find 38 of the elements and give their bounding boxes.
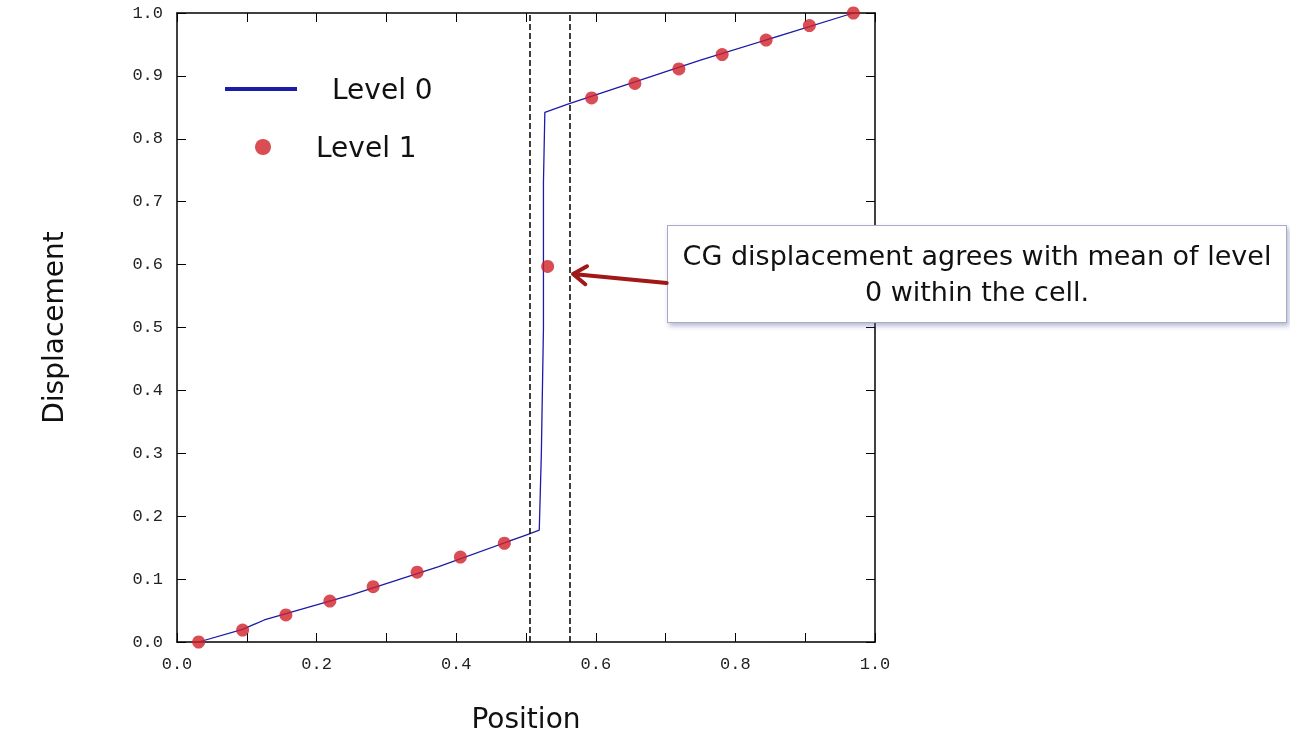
point — [672, 62, 686, 76]
y-tick-label: 0.2 — [132, 506, 163, 526]
point — [846, 6, 860, 20]
x-tick-label: 0.8 — [720, 655, 751, 674]
point — [366, 580, 380, 594]
y-tick-label: 0.7 — [132, 192, 163, 212]
annotation: CG displacement agrees with mean of level 0 within the cell. — [667, 225, 1287, 323]
legend-label: Level 0 — [332, 72, 433, 106]
x-tick-label: 0.0 — [161, 655, 193, 674]
point — [541, 259, 555, 273]
point — [236, 623, 250, 637]
point — [410, 565, 424, 579]
x-tick-label: 1.0 — [859, 655, 891, 674]
point — [192, 635, 206, 649]
y-tick-label: 1.0 — [132, 3, 163, 23]
x-axis-title: Position — [471, 701, 581, 735]
y-tick-label: 0.4 — [132, 380, 163, 400]
y-tick-label: 0.6 — [132, 255, 163, 275]
x-tick-label: 0.2 — [301, 655, 332, 674]
y-axis-title: Displacement — [36, 231, 70, 424]
point — [497, 536, 511, 550]
point — [453, 550, 467, 564]
x-tick-label: 0.6 — [580, 655, 612, 674]
y-tick-label: 0.1 — [132, 569, 163, 589]
legend-label: Level 1 — [316, 130, 417, 164]
point — [759, 33, 773, 47]
point — [323, 594, 337, 608]
point — [628, 76, 642, 90]
point — [585, 91, 599, 105]
y-tick-label: 0.5 — [132, 318, 163, 337]
point — [715, 48, 729, 62]
y-tick-label: 0.9 — [132, 66, 163, 86]
point — [279, 608, 293, 622]
x-tick-label: 0.4 — [440, 655, 472, 674]
point — [802, 19, 816, 33]
y-tick-label: 0.0 — [132, 632, 163, 652]
y-tick-label: 0.8 — [132, 129, 163, 149]
y-tick-label: 0.3 — [132, 443, 163, 463]
